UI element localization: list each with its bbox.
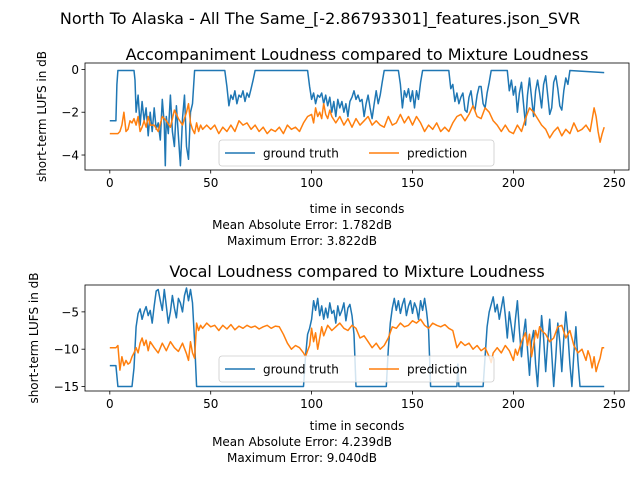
chart1-xtick-label: 250	[603, 397, 626, 411]
chart0-xtick-label: 100	[300, 176, 323, 190]
chart0-ytick-label: −4	[61, 149, 79, 163]
chart0-legend-box	[218, 139, 495, 167]
chart1-title: Vocal Loudness compared to Mixture Loudn…	[169, 262, 544, 281]
chart0-legend-label-prediction: prediction	[407, 147, 467, 161]
chart1-series-prediction-line	[109, 318, 605, 373]
accompaniment-chart: Accompaniment Loudness compared to Mixtu…	[35, 45, 630, 248]
chart1-axes-frame	[84, 284, 630, 392]
chart1-xtick-label: 100	[300, 397, 323, 411]
chart0-ylabel: short-term LUFS in dB	[35, 51, 49, 182]
chart1-legend: ground truth prediction	[218, 355, 495, 383]
chart0-legend-label-ground-truth: ground truth	[263, 147, 339, 161]
chart0-title: Accompaniment Loudness compared to Mixtu…	[126, 45, 589, 64]
chart1-stat-mae: Mean Absolute Error: 4.239dB	[212, 435, 392, 449]
chart0-xlabel: time in seconds	[310, 202, 405, 216]
chart0-xtick-label: 50	[203, 176, 218, 190]
chart1-plot-area	[109, 287, 605, 388]
chart1-series-ground-truth-line	[109, 287, 605, 388]
chart0-stat-mae: Mean Absolute Error: 1.782dB	[212, 218, 392, 232]
chart0-xtick-label: 0	[106, 176, 114, 190]
chart1-xtick-label: 0	[106, 397, 114, 411]
chart0-series-ground-truth-line	[109, 69, 605, 167]
vocal-chart: Vocal Loudness compared to Mixture Loudn…	[27, 262, 630, 465]
chart1-ylabel: short-term LUFS in dB	[27, 272, 41, 403]
chart0-ytick-label: −2	[61, 106, 79, 120]
chart0-series-prediction-line	[109, 102, 605, 143]
chart0-xtick-label: 250	[603, 176, 626, 190]
chart1-ytick-label: −5	[61, 305, 79, 319]
chart0-ytick-label: 0	[71, 63, 79, 77]
chart1-ytick-label: −10	[54, 343, 79, 357]
chart0-stat-max-error: Maximum Error: 3.822dB	[227, 234, 377, 248]
chart0-xtick-label: 200	[502, 176, 525, 190]
chart1-xtick-label: 200	[502, 397, 525, 411]
figure-suptitle: North To Alaska - All The Same_[-2.86793…	[60, 9, 580, 29]
chart0-xtick-label: 150	[401, 176, 424, 190]
chart0-axes-frame	[84, 62, 630, 171]
chart1-legend-box	[218, 355, 495, 383]
chart1-xtick-label: 50	[203, 397, 218, 411]
chart1-ytick-label: −15	[54, 380, 79, 394]
chart1-legend-label-ground-truth: ground truth	[263, 363, 339, 377]
chart0-plot-area	[109, 69, 605, 167]
chart1-xtick-label: 150	[401, 397, 424, 411]
chart1-stat-max-error: Maximum Error: 9.040dB	[227, 451, 377, 465]
chart0-legend: ground truth prediction	[218, 139, 495, 167]
chart1-legend-label-prediction: prediction	[407, 363, 467, 377]
chart1-xlabel: time in seconds	[310, 419, 405, 433]
